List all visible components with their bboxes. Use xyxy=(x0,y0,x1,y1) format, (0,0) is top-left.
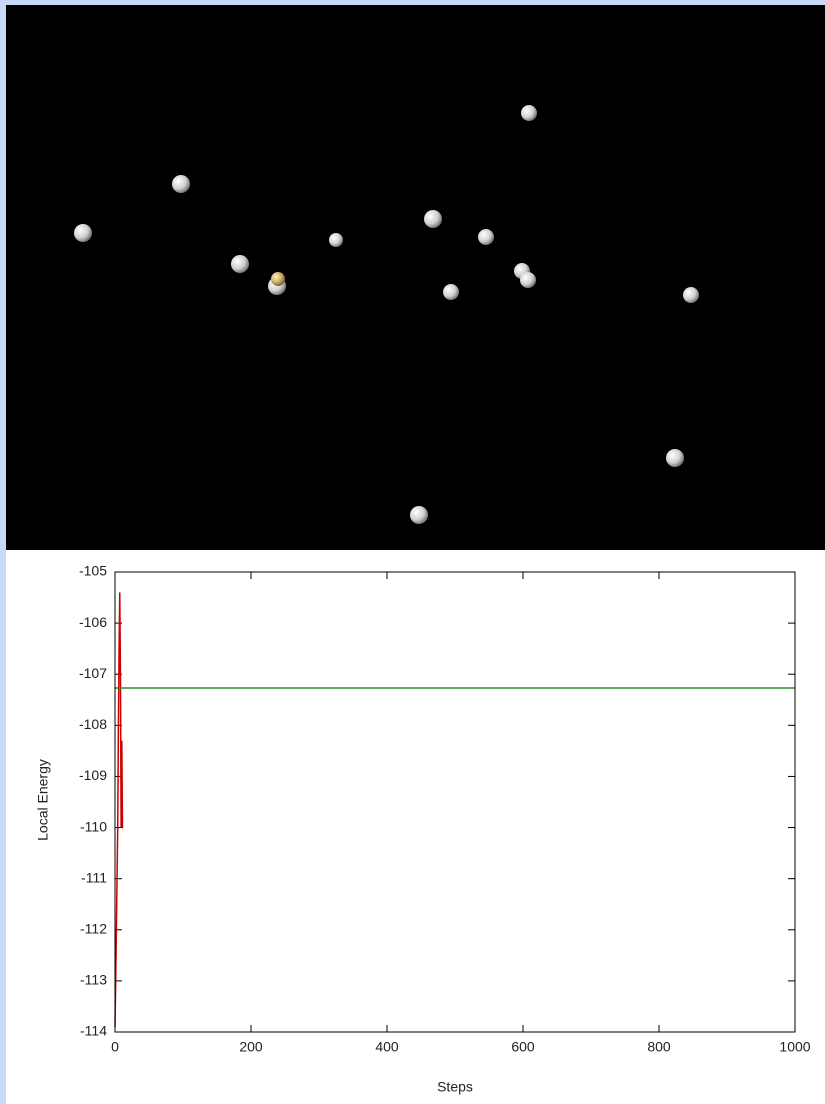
atoms xyxy=(74,105,699,524)
atom xyxy=(521,105,537,121)
atom xyxy=(683,287,699,303)
y-tick-label: -105 xyxy=(79,563,107,579)
y-tick-label: -113 xyxy=(80,972,107,988)
atom xyxy=(74,224,92,242)
x-tick-label: 600 xyxy=(511,1039,535,1055)
plot-frame xyxy=(114,571,796,1033)
y-tick-label: -109 xyxy=(79,767,107,783)
x-tick-label: 200 xyxy=(239,1039,263,1055)
energy-chart: Local Energy Steps -105 -106 -107 -108 -109 -… xyxy=(6,550,825,1104)
chart-background xyxy=(6,550,825,1104)
x-axis-label: Steps xyxy=(437,1079,473,1095)
atom xyxy=(172,175,190,193)
atom xyxy=(478,229,494,245)
y-tick-label: -108 xyxy=(79,716,107,732)
y-tick-label: -111 xyxy=(81,869,107,885)
y-axis-label: Local Energy xyxy=(35,759,51,841)
x-tick-label: 400 xyxy=(375,1039,399,1055)
y-tick-label: -107 xyxy=(79,665,107,681)
x-tick-label: 0 xyxy=(111,1039,119,1055)
molecule-viewer[interactable] xyxy=(6,5,825,550)
atom xyxy=(329,233,343,247)
y-tick-label: -106 xyxy=(79,614,107,630)
atom xyxy=(271,272,285,286)
atom xyxy=(520,272,536,288)
x-tick-label: 800 xyxy=(647,1039,671,1055)
atom xyxy=(666,449,684,467)
atom xyxy=(443,284,459,300)
atom xyxy=(424,210,442,228)
atom xyxy=(410,506,428,524)
atom xyxy=(231,255,249,273)
x-tick-label: 1000 xyxy=(779,1039,810,1055)
y-tick-label: -114 xyxy=(80,1023,107,1039)
series-line xyxy=(114,592,124,1027)
y-tick-label: -112 xyxy=(80,920,107,936)
y-tick-label: -110 xyxy=(80,818,107,834)
